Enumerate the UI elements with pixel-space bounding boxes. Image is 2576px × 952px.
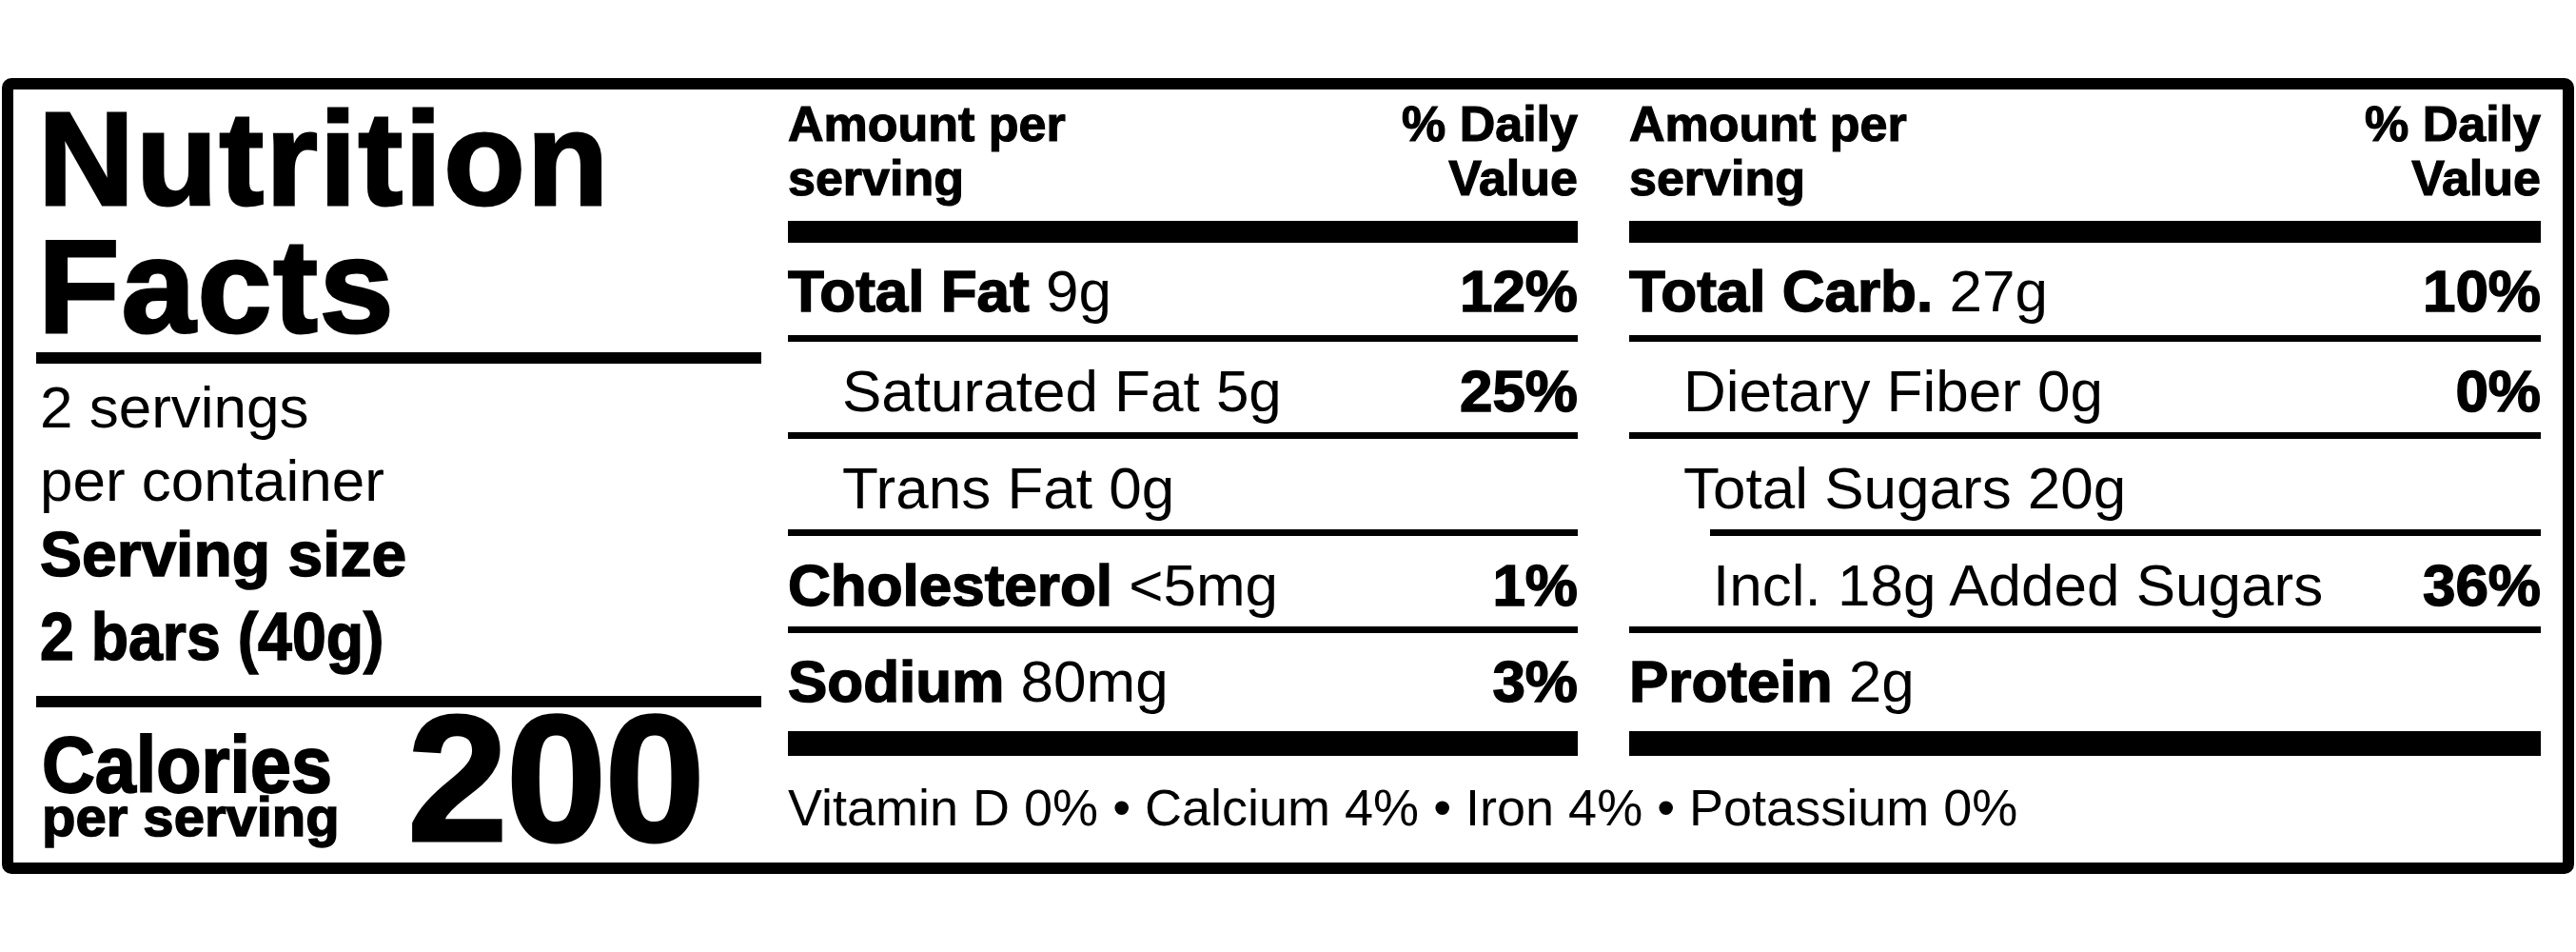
nutrient-column-left: Amount per serving % Daily Value Total F…	[788, 78, 1578, 874]
header-bar	[788, 221, 1578, 243]
section-end-bar	[1629, 731, 2541, 756]
row-total-sugars: Total Sugars 20g	[1629, 454, 2541, 530]
daily-value: 3%	[1492, 647, 1578, 715]
daily-value: 0%	[2455, 357, 2541, 425]
servings-count: 2 servings	[40, 373, 309, 441]
nutrient-amount: Incl. 18g Added Sugars	[1713, 552, 2323, 618]
nutrient-text: Total Sugars 20g	[1629, 455, 2126, 521]
daily-value: 12%	[1460, 257, 1578, 325]
nutrient-text: Cholesterol <5mg	[788, 552, 1278, 618]
row-total-fat: Total Fat 9g 12%	[788, 257, 1578, 333]
daily-value: 25%	[1460, 357, 1578, 425]
nutrient-amount: Total Sugars 20g	[1683, 455, 2126, 521]
nutrient-text: Total Fat 9g	[788, 258, 1111, 324]
nutrient-text: Protein 2g	[1629, 648, 1915, 714]
title-divider-rule	[36, 352, 761, 364]
nutrient-name: Cholesterol	[788, 552, 1112, 618]
section-end-bar	[788, 731, 1578, 756]
percent-daily-value-header: % Daily Value	[2365, 97, 2541, 206]
row-added-sugars: Incl. 18g Added Sugars 36%	[1629, 551, 2541, 627]
title-line-1: Nutrition	[38, 92, 610, 226]
row-trans-fat: Trans Fat 0g	[788, 454, 1578, 530]
nutrient-amount: <5mg	[1112, 552, 1278, 618]
vitamins-minerals-footnote: Vitamin D 0% • Calcium 4% • Iron 4% • Po…	[788, 778, 2017, 837]
nutrient-text: Total Carb. 27g	[1629, 258, 2048, 324]
daily-value: 1%	[1492, 551, 1578, 619]
daily-value: 36%	[2423, 551, 2541, 619]
calories-sublabel: per serving	[42, 784, 340, 848]
title-line-2: Facts	[38, 220, 396, 353]
row-divider-indented	[1710, 529, 2541, 536]
nutrient-column-right: Amount per serving % Daily Value Total C…	[1629, 78, 2541, 874]
row-divider	[788, 335, 1578, 342]
calories-value: 200	[407, 687, 703, 868]
nutrient-text: Saturated Fat 5g	[788, 358, 1282, 424]
row-divider	[788, 432, 1578, 439]
nutrient-text: Incl. 18g Added Sugars	[1629, 552, 2323, 618]
nutrient-name: Total Fat	[788, 258, 1030, 324]
nutrient-amount: Saturated Fat 5g	[842, 358, 1282, 424]
nutrient-amount: 2g	[1833, 648, 1915, 714]
percent-daily-value-header: % Daily Value	[1402, 97, 1578, 206]
row-protein: Protein 2g	[1629, 647, 2541, 724]
row-divider	[1629, 335, 2541, 342]
amount-per-serving-header: Amount per serving	[788, 97, 1066, 206]
nutrient-amount: Dietary Fiber 0g	[1683, 358, 2103, 424]
header-bar	[1629, 221, 2541, 243]
row-divider	[788, 529, 1578, 536]
row-divider	[1629, 432, 2541, 439]
nutrition-facts-label: Nutrition Facts 2 servings per container…	[0, 0, 2576, 952]
serving-size-value: 2 bars (40g)	[40, 599, 384, 675]
row-cholesterol: Cholesterol <5mg 1%	[788, 551, 1578, 627]
nutrient-name: Sodium	[788, 648, 1004, 714]
daily-value: 10%	[2423, 257, 2541, 325]
row-divider	[1629, 626, 2541, 633]
row-dietary-fiber: Dietary Fiber 0g 0%	[1629, 357, 2541, 433]
nutrient-amount: 9g	[1030, 258, 1111, 324]
row-divider	[788, 626, 1578, 633]
nutrient-amount: Trans Fat 0g	[842, 455, 1174, 521]
row-sodium: Sodium 80mg 3%	[788, 647, 1578, 724]
nutrient-text: Trans Fat 0g	[788, 455, 1174, 521]
nutrient-text: Dietary Fiber 0g	[1629, 358, 2103, 424]
nutrient-amount: 27g	[1933, 258, 2048, 324]
amount-per-serving-header: Amount per serving	[1629, 97, 1907, 206]
nutrient-name: Protein	[1629, 648, 1833, 714]
nutrient-name: Total Carb.	[1629, 258, 1933, 324]
nutrient-text: Sodium 80mg	[788, 648, 1169, 714]
serving-size-label: Serving size	[40, 518, 406, 590]
row-saturated-fat: Saturated Fat 5g 25%	[788, 357, 1578, 433]
servings-per-container: per container	[40, 446, 384, 514]
row-total-carb: Total Carb. 27g 10%	[1629, 257, 2541, 333]
nutrient-amount: 80mg	[1004, 648, 1168, 714]
